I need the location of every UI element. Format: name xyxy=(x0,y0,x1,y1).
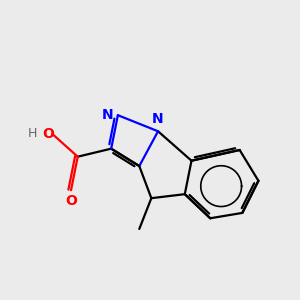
Text: O: O xyxy=(65,194,77,208)
Text: N: N xyxy=(152,112,164,126)
Text: H: H xyxy=(28,128,38,140)
Text: O: O xyxy=(42,127,54,141)
Text: N: N xyxy=(101,108,113,122)
